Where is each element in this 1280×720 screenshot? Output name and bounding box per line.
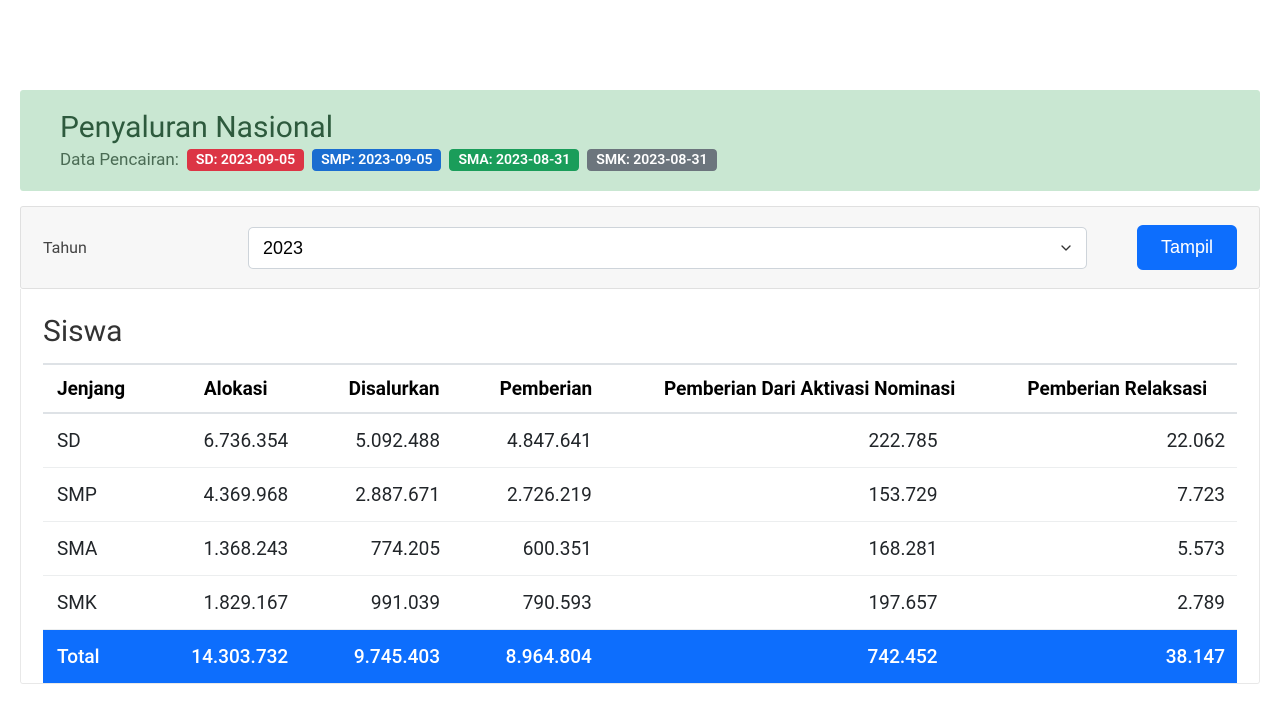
- cell-jenjang: SMK: [43, 576, 153, 630]
- year-label: Tahun: [43, 238, 228, 257]
- badge-smk: SMK: 2023-08-31: [587, 149, 716, 171]
- cell-alokasi: 4.369.968: [153, 468, 318, 522]
- cell-relaksasi: 5.573: [998, 522, 1237, 576]
- table-header-row: Jenjang Alokasi Disalurkan Pemberian Pem…: [43, 364, 1237, 413]
- page-title: Penyaluran Nasional: [60, 110, 1220, 145]
- cell-aktivasi: 742.452: [622, 630, 998, 684]
- table-row: SMA 1.368.243 774.205 600.351 168.281 5.…: [43, 522, 1237, 576]
- cell-pemberian: 8.964.804: [470, 630, 622, 684]
- header-panel: Penyaluran Nasional Data Pencairan: SD: …: [20, 90, 1260, 191]
- cell-disalurkan: 774.205: [318, 522, 470, 576]
- cell-aktivasi: 153.729: [622, 468, 998, 522]
- cell-relaksasi: 22.062: [998, 413, 1237, 468]
- cell-alokasi: 6.736.354: [153, 413, 318, 468]
- cell-alokasi: 1.829.167: [153, 576, 318, 630]
- cell-pemberian: 790.593: [470, 576, 622, 630]
- table-title: Siswa: [43, 314, 1237, 349]
- cell-alokasi: 1.368.243: [153, 522, 318, 576]
- col-disalurkan: Disalurkan: [318, 364, 470, 413]
- subtitle-prefix: Data Pencairan:: [60, 150, 179, 170]
- cell-jenjang: SD: [43, 413, 153, 468]
- table-panel: Siswa Jenjang Alokasi Disalurkan Pemberi…: [20, 289, 1260, 684]
- cell-aktivasi: 197.657: [622, 576, 998, 630]
- cell-relaksasi: 7.723: [998, 468, 1237, 522]
- badge-sd: SD: 2023-09-05: [187, 149, 304, 171]
- header-subtitle: Data Pencairan: SD: 2023-09-05 SMP: 2023…: [60, 149, 1220, 171]
- cell-relaksasi: 2.789: [998, 576, 1237, 630]
- col-alokasi: Alokasi: [153, 364, 318, 413]
- cell-jenjang: SMP: [43, 468, 153, 522]
- year-select[interactable]: 2023: [248, 227, 1087, 269]
- badge-sma: SMA: 2023-08-31: [449, 149, 579, 171]
- siswa-table: Jenjang Alokasi Disalurkan Pemberian Pem…: [43, 363, 1237, 683]
- cell-aktivasi: 168.281: [622, 522, 998, 576]
- cell-disalurkan: 2.887.671: [318, 468, 470, 522]
- cell-relaksasi: 38.147: [998, 630, 1237, 684]
- cell-pemberian: 4.847.641: [470, 413, 622, 468]
- cell-alokasi: 14.303.732: [153, 630, 318, 684]
- tampil-button[interactable]: Tampil: [1137, 225, 1237, 270]
- table-row: SMK 1.829.167 991.039 790.593 197.657 2.…: [43, 576, 1237, 630]
- filter-panel: Tahun 2023 Tampil: [20, 206, 1260, 289]
- cell-disalurkan: 9.745.403: [318, 630, 470, 684]
- col-relaksasi: Pemberian Relaksasi: [998, 364, 1237, 413]
- cell-jenjang: Total: [43, 630, 153, 684]
- table-row: SD 6.736.354 5.092.488 4.847.641 222.785…: [43, 413, 1237, 468]
- table-total-row: Total 14.303.732 9.745.403 8.964.804 742…: [43, 630, 1237, 684]
- col-jenjang: Jenjang: [43, 364, 153, 413]
- cell-aktivasi: 222.785: [622, 413, 998, 468]
- badge-smp: SMP: 2023-09-05: [312, 149, 441, 171]
- cell-disalurkan: 5.092.488: [318, 413, 470, 468]
- cell-disalurkan: 991.039: [318, 576, 470, 630]
- table-body: SD 6.736.354 5.092.488 4.847.641 222.785…: [43, 413, 1237, 683]
- col-aktivasi: Pemberian Dari Aktivasi Nominasi: [622, 364, 998, 413]
- cell-jenjang: SMA: [43, 522, 153, 576]
- cell-pemberian: 2.726.219: [470, 468, 622, 522]
- col-pemberian: Pemberian: [470, 364, 622, 413]
- cell-pemberian: 600.351: [470, 522, 622, 576]
- table-row: SMP 4.369.968 2.887.671 2.726.219 153.72…: [43, 468, 1237, 522]
